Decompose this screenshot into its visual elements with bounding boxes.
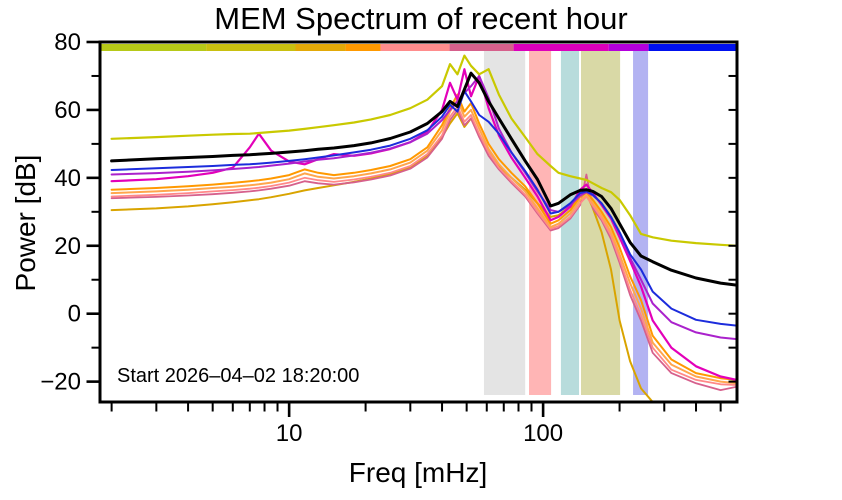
- time-colorbar-segment-4: [380, 44, 450, 51]
- spectrum-blue-line: [110, 90, 736, 327]
- time-colorbar-segment-3: [345, 44, 381, 51]
- frequency-bands: [483, 51, 649, 395]
- time-colorbar-segment-8: [648, 44, 736, 51]
- time-colorbar: [101, 44, 736, 51]
- y-tick-label: 80: [54, 29, 81, 56]
- y-tick-label: −20: [40, 369, 81, 396]
- plot-frame: [98, 40, 739, 404]
- time-colorbar-segment-6: [513, 44, 609, 51]
- axis-ticks: [86, 40, 736, 417]
- y-axis-label: Power [dB]: [10, 154, 41, 292]
- time-colorbar-segment-7: [608, 44, 649, 51]
- time-colorbar-segment-1: [206, 44, 296, 51]
- x-axis-label: Freq [mHz]: [348, 457, 488, 488]
- y-tick-label: 40: [54, 165, 81, 192]
- chart-title: MEM Spectrum of recent hour: [214, 1, 628, 36]
- spectrum-amber-line: [110, 98, 736, 385]
- spectrum-rose-line: [110, 109, 736, 391]
- y-tick-label: 0: [68, 301, 81, 328]
- spectrum-black-line: [110, 71, 736, 287]
- start-time-annotation: Start 2026–04–02 18:20:00: [117, 365, 360, 387]
- band-pink: [529, 51, 552, 395]
- x-tick-label: 100: [523, 420, 563, 447]
- y-tick-label: 60: [54, 97, 81, 124]
- spectrum-salmon-line: [110, 105, 736, 386]
- band-teal: [560, 51, 580, 395]
- time-colorbar-segment-0: [101, 44, 207, 51]
- time-colorbar-segment-2: [295, 44, 346, 51]
- spectrum-yellow-line: [110, 54, 736, 247]
- x-tick-label: 10: [276, 420, 303, 447]
- spectra-lines: [110, 54, 736, 401]
- spectrum-orange-line: [110, 93, 736, 381]
- y-tick-label: 20: [54, 233, 81, 260]
- time-colorbar-segment-5: [449, 44, 514, 51]
- tick-labels: 10 100 80 60 40 20 0 −20: [40, 29, 563, 447]
- band-gray: [483, 51, 526, 395]
